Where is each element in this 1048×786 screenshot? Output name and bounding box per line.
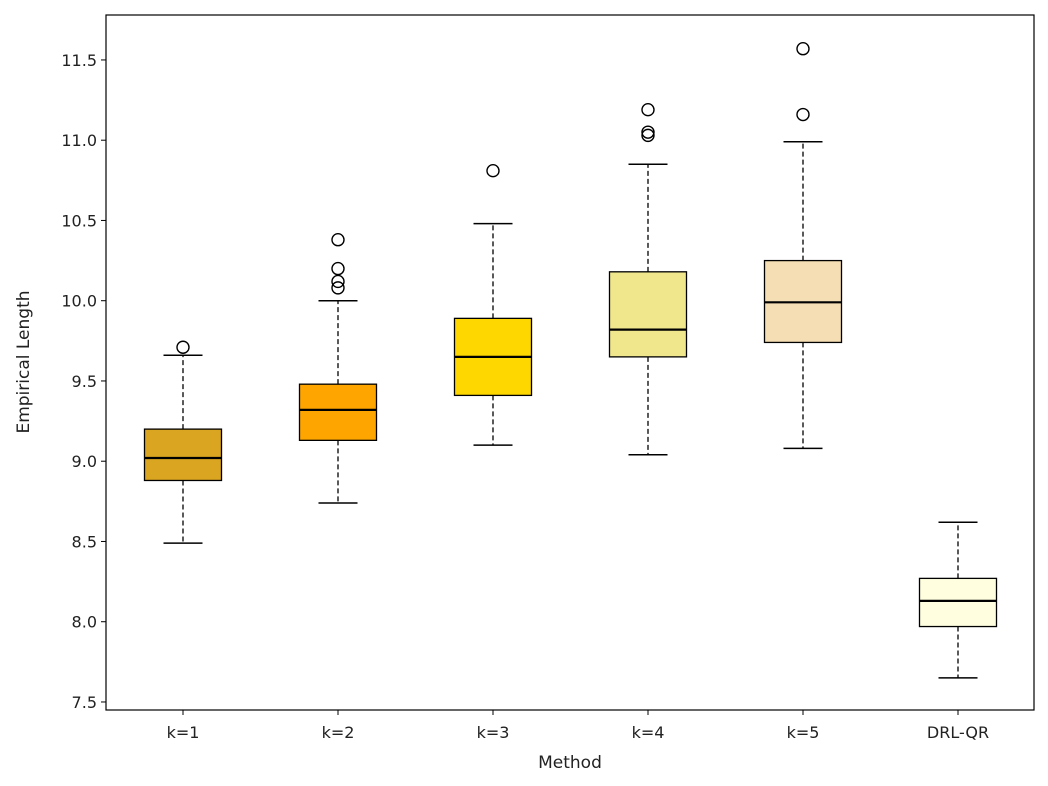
outlier-point <box>641 102 655 117</box>
box-DRL-QR <box>918 521 998 679</box>
y-tick-label: 8.5 <box>72 532 97 551</box>
x-tick-label: DRL-QR <box>927 723 989 742</box>
x-axis: k=1 k=2 k=3 k=4 k=5 DRL-QR <box>167 710 989 742</box>
outlier-point <box>486 163 500 178</box>
iqr-box <box>143 428 223 482</box>
outlier-point <box>331 233 345 247</box>
x-tick-label: k=1 <box>167 723 200 742</box>
iqr-box <box>608 271 688 358</box>
y-tick-label: 8.0 <box>72 613 97 632</box>
y-tick-label: 10.0 <box>61 292 97 311</box>
y-tick-label: 11.5 <box>61 51 97 70</box>
iqr-box <box>298 383 378 441</box>
box-k=1 <box>143 340 223 544</box>
x-tick-label: k=5 <box>787 723 820 742</box>
y-tick-label: 11.0 <box>61 131 97 150</box>
box-k=2 <box>298 233 378 504</box>
iqr-box <box>918 577 998 628</box>
box-k=3 <box>453 163 533 446</box>
y-tick-label: 9.0 <box>72 452 97 471</box>
x-tick-label: k=3 <box>477 723 510 742</box>
x-axis-label: Method <box>538 753 602 773</box>
y-axis: 7.5 8.0 8.5 9.0 9.5 10.0 10.5 11.0 11.5 <box>61 51 106 712</box>
x-tick-label: k=4 <box>632 723 665 742</box>
y-tick-label: 7.5 <box>72 693 97 712</box>
plot-area <box>143 42 998 679</box>
y-tick-label: 9.5 <box>72 372 97 391</box>
outlier-point <box>796 42 810 56</box>
outlier-point <box>641 125 655 139</box>
outlier-point <box>331 274 345 289</box>
y-tick-label: 10.5 <box>61 211 97 230</box>
box-k=5 <box>763 42 843 450</box>
outlier-point <box>331 261 345 276</box>
x-tick-label: k=2 <box>322 723 355 742</box>
outlier-point <box>796 107 810 122</box>
outlier-point <box>331 281 345 295</box>
axes-frame <box>105 14 1035 711</box>
outlier-point <box>176 340 190 354</box>
box-k=4 <box>608 102 688 456</box>
y-axis-label: Empirical Length <box>14 290 34 433</box>
outlier-point <box>641 128 655 143</box>
